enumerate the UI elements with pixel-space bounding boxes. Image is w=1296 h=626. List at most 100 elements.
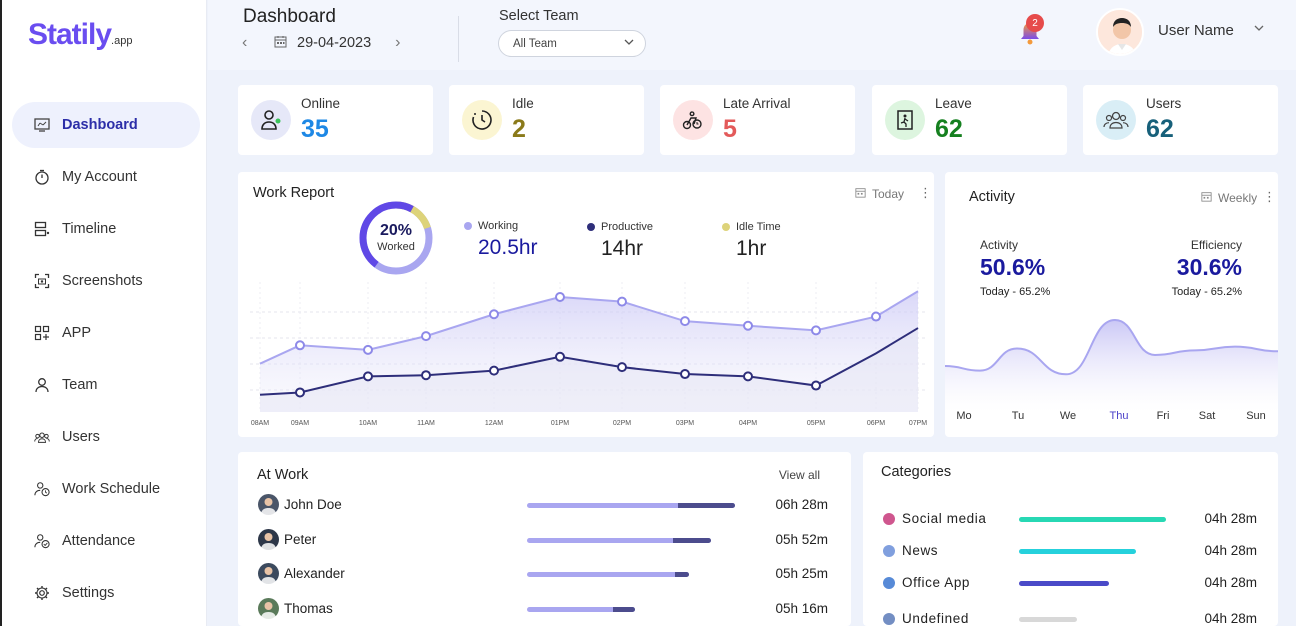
person-icon — [34, 377, 50, 393]
category-name: Office App — [902, 575, 971, 590]
chevron-down-icon[interactable] — [1253, 22, 1265, 37]
work-report-title: Work Report — [253, 185, 335, 201]
x-tick-label: Sun — [1246, 410, 1266, 422]
stat-card-online[interactable]: Online 35 — [238, 85, 433, 155]
data-point-productive — [363, 371, 373, 382]
data-point-working — [617, 296, 627, 307]
sidebar-item-users[interactable]: Users — [12, 414, 200, 460]
x-tick-label: Thu — [1110, 410, 1129, 422]
logo-suffix: .app — [111, 35, 133, 47]
progress-fill — [678, 503, 735, 508]
sidebar: Statily.app Dashboard My Account Timelin… — [0, 0, 207, 626]
progress-fill — [613, 607, 635, 612]
sidebar-item-team[interactable]: Team — [12, 362, 200, 408]
data-point-productive — [743, 371, 753, 382]
stat-card-leave[interactable]: Leave 62 — [872, 85, 1067, 155]
apps-icon — [34, 325, 50, 341]
sidebar-item-timeline[interactable]: Timeline — [12, 206, 200, 252]
team-select-value: All Team — [513, 37, 557, 50]
page-title: Dashboard — [243, 6, 336, 27]
sidebar-item-work-schedule[interactable]: Work Schedule — [12, 466, 200, 512]
stat-card-idle[interactable]: Idle 2 — [449, 85, 644, 155]
sidebar-item-label: Work Schedule — [62, 481, 161, 497]
legend-label: Idle Time — [736, 221, 781, 233]
calendar-icon — [855, 185, 866, 203]
stat-label: Late Arrival — [723, 96, 791, 111]
progress-bar — [527, 503, 735, 508]
data-point-working — [363, 344, 373, 355]
user-name: Thomas — [284, 601, 333, 616]
series-line-productive — [259, 327, 919, 396]
category-bar — [1019, 581, 1109, 586]
late-arrival-icon — [673, 100, 713, 140]
list-item[interactable]: Alexander 05h 25m — [258, 563, 828, 587]
activity-area — [945, 320, 1278, 412]
list-item[interactable]: John Doe 06h 28m — [258, 494, 828, 518]
chevron-left-icon[interactable]: ‹ — [242, 34, 248, 51]
more-options-icon[interactable]: ⋮ — [1263, 189, 1276, 204]
legend-productive: Productive 14hr — [587, 221, 653, 260]
efficiency-metric-sub: Today - 65.2% — [1171, 286, 1242, 298]
at-work-card: At Work View all John Doe 06h 28m Peter … — [238, 452, 851, 626]
logo[interactable]: Statily.app — [28, 18, 132, 52]
category-item[interactable]: Office App 04h 28m — [883, 574, 1257, 596]
clock-icon — [34, 169, 50, 185]
avatar[interactable] — [1096, 8, 1144, 56]
category-item[interactable]: News 04h 28m — [883, 542, 1257, 564]
more-options-icon[interactable]: ⋮ — [919, 185, 932, 200]
sidebar-item-settings[interactable]: Settings — [12, 570, 200, 616]
progress-bar — [527, 538, 711, 543]
sidebar-item-app[interactable]: APP — [12, 310, 200, 356]
x-tick-label: 01PM — [551, 420, 569, 427]
work-time: 06h 28m — [775, 497, 828, 512]
stat-label: Online — [301, 96, 341, 111]
list-item[interactable]: Peter 05h 52m — [258, 529, 828, 553]
x-tick-label: 10AM — [359, 420, 377, 427]
efficiency-metric-value: 30.6% — [1176, 254, 1242, 280]
screenshot-icon — [34, 273, 50, 289]
period-selector[interactable]: Weekly — [1201, 189, 1257, 207]
chevron-right-icon[interactable]: › — [395, 34, 401, 51]
sidebar-item-label: Timeline — [62, 221, 117, 237]
category-bar — [1019, 549, 1136, 554]
data-point-productive — [421, 370, 431, 381]
calendar-icon[interactable] — [274, 35, 287, 52]
view-all-link[interactable]: View all — [778, 468, 820, 482]
shield-icon — [883, 513, 895, 525]
globe-icon — [883, 545, 895, 557]
sidebar-item-attendance[interactable]: Attendance — [12, 518, 200, 564]
progress-fill — [675, 572, 689, 577]
data-point-working — [555, 292, 565, 302]
user-name[interactable]: User Name — [1158, 22, 1234, 39]
stat-card-users[interactable]: Users 62 — [1083, 85, 1278, 155]
sidebar-item-label: Dashboard — [62, 117, 138, 133]
activity-line — [945, 318, 1278, 376]
series-line-working — [259, 290, 919, 365]
work-time: 05h 52m — [775, 532, 828, 547]
category-item[interactable]: Social media 04h 28m — [883, 510, 1257, 532]
team-select[interactable]: All Team — [498, 30, 646, 57]
question-icon — [883, 613, 895, 625]
sidebar-item-dashboard[interactable]: Dashboard — [12, 102, 200, 148]
sidebar-item-screenshots[interactable]: Screenshots — [12, 258, 200, 304]
legend-value: 20.5hr — [478, 236, 538, 259]
office-icon — [883, 577, 895, 589]
worked-percent: 20% — [379, 222, 413, 239]
sidebar-item-my-account[interactable]: My Account — [12, 154, 200, 200]
sidebar-item-label: Settings — [62, 585, 115, 601]
data-point-productive — [555, 351, 565, 362]
activity-area-chart: Mo Tu We Thu Fri Sat Sun — [945, 318, 1278, 422]
stat-card-late-arrival[interactable]: Late Arrival 5 — [660, 85, 855, 155]
list-item[interactable]: Thomas 05h 16m — [258, 598, 828, 622]
progress-bar — [527, 572, 689, 577]
avatar — [258, 598, 279, 619]
period-selector[interactable]: Today — [855, 185, 904, 203]
leave-door-icon — [885, 100, 925, 140]
x-tick-label: 07PM — [909, 420, 927, 427]
notification-badge: 2 — [1026, 14, 1044, 32]
users-icon — [34, 429, 50, 445]
activity-card: Activity Weekly ⋮ Activity 50.6% Today -… — [945, 172, 1278, 437]
productive-area — [260, 328, 918, 412]
category-item[interactable]: Undefined 04h 28m — [883, 610, 1257, 626]
sidebar-item-label: APP — [62, 325, 92, 341]
